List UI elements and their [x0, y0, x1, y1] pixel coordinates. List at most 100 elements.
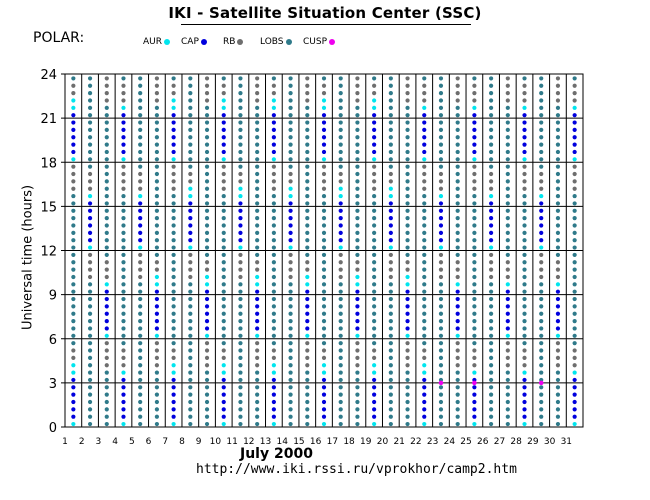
data-point-lobs	[555, 186, 561, 191]
data-point-aur	[522, 421, 527, 427]
data-point-lobs	[338, 98, 343, 103]
data-point-lobs	[121, 274, 126, 280]
data-point-lobs	[154, 135, 160, 140]
data-point-lobs	[121, 216, 126, 221]
data-point-lobs	[138, 135, 143, 140]
data-point-lobs	[338, 407, 343, 412]
data-point-lobs	[288, 370, 293, 375]
data-point-lobs	[522, 326, 527, 331]
data-point-lobs	[71, 289, 76, 294]
data-point-lobs	[338, 135, 343, 140]
data-point-cap	[87, 208, 93, 213]
data-point-rb	[372, 164, 377, 169]
data-point-rb	[572, 98, 577, 103]
data-point-lobs	[255, 164, 260, 169]
data-point-lobs	[204, 186, 210, 191]
data-point-lobs	[455, 179, 460, 184]
data-point-lobs	[305, 208, 310, 213]
data-point-lobs	[555, 216, 561, 221]
data-point-cap	[405, 289, 410, 294]
data-point-cap	[221, 135, 226, 140]
data-point-lobs	[455, 223, 460, 228]
data-point-rb	[121, 171, 126, 177]
data-point-rb	[555, 267, 561, 272]
data-point-lobs	[388, 120, 393, 125]
data-point-lobs	[188, 341, 193, 346]
data-point-lobs	[455, 208, 460, 213]
data-point-lobs	[472, 230, 477, 235]
plot-frame	[64, 73, 584, 428]
data-point-lobs	[555, 421, 561, 427]
data-point-cap	[305, 311, 310, 316]
data-point-cap	[138, 238, 143, 243]
data-point-lobs	[154, 216, 160, 221]
data-point-rb	[154, 76, 160, 81]
data-point-rb	[288, 274, 293, 280]
x-tick-label: 22	[410, 437, 421, 447]
data-point-rb	[71, 348, 76, 353]
data-point-cap	[572, 377, 577, 383]
data-point-rb	[488, 267, 494, 272]
data-point-lobs	[422, 319, 427, 324]
data-point-cap	[372, 407, 377, 412]
data-point-lobs	[271, 252, 276, 258]
data-point-lobs	[522, 193, 527, 199]
data-point-lobs	[204, 407, 210, 412]
data-point-lobs	[338, 392, 343, 397]
data-point-lobs	[338, 377, 343, 383]
data-point-lobs	[221, 311, 226, 316]
data-point-lobs	[255, 377, 260, 383]
data-point-lobs	[188, 319, 193, 324]
data-point-rb	[455, 267, 460, 272]
data-point-aur	[572, 370, 577, 375]
data-point-lobs	[488, 399, 494, 405]
data-point-lobs	[305, 377, 310, 383]
data-point-rb	[355, 341, 360, 346]
data-point-lobs	[138, 157, 143, 162]
data-point-rb	[171, 186, 176, 191]
data-point-lobs	[388, 385, 393, 390]
data-point-lobs	[104, 186, 109, 191]
data-point-cap	[321, 120, 327, 125]
data-point-lobs	[87, 377, 93, 383]
data-point-rb	[271, 186, 276, 191]
data-point-lobs	[171, 193, 176, 199]
data-point-lobs	[522, 76, 527, 81]
data-point-lobs	[522, 223, 527, 228]
data-point-lobs	[321, 252, 327, 258]
data-point-rb	[472, 186, 477, 191]
data-point-cap	[171, 407, 176, 412]
data-point-lobs	[288, 105, 293, 110]
data-point-lobs	[104, 135, 109, 140]
data-point-lobs	[388, 83, 393, 88]
data-point-rb	[104, 348, 109, 353]
data-point-lobs	[355, 164, 360, 169]
data-point-lobs	[539, 164, 544, 169]
data-point-lobs	[472, 267, 477, 272]
data-point-aur	[255, 274, 260, 280]
data-point-cap	[405, 296, 410, 302]
data-point-cap	[221, 392, 226, 397]
data-point-rb	[355, 98, 360, 103]
data-point-aur	[539, 245, 544, 250]
legend-lobs-swatch	[285, 39, 292, 45]
data-point-lobs	[255, 414, 260, 419]
legend-cusp-label: CUSP	[303, 37, 328, 47]
data-point-aur	[171, 421, 176, 427]
data-point-lobs	[488, 407, 494, 412]
data-point-aur	[271, 370, 276, 375]
data-point-lobs	[539, 282, 544, 287]
data-point-rb	[221, 179, 226, 184]
data-point-lobs	[238, 304, 243, 309]
data-point-lobs	[154, 385, 160, 390]
data-point-aur	[221, 363, 226, 368]
data-point-cap	[472, 127, 477, 132]
data-point-cap	[204, 296, 210, 302]
data-point-lobs	[338, 421, 343, 427]
data-point-lobs	[505, 392, 510, 397]
data-point-rb	[305, 363, 310, 368]
data-point-lobs	[87, 421, 93, 427]
data-point-cap	[104, 304, 109, 309]
data-point-rb	[522, 179, 527, 184]
data-point-lobs	[271, 326, 276, 331]
